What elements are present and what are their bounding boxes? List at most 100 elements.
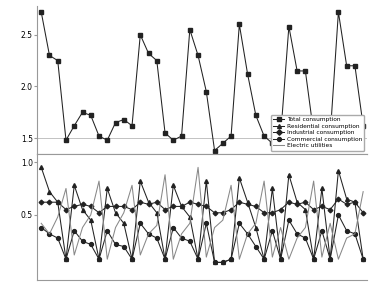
Industrial consumption <box>278 208 283 211</box>
Electric utilities <box>56 215 60 219</box>
Line: Residential consumption: Residential consumption <box>39 165 365 264</box>
Residential consumption <box>130 258 134 261</box>
Electric utilities <box>204 255 209 259</box>
Electric utilities <box>361 190 365 193</box>
Industrial consumption <box>113 205 118 208</box>
Total consumption <box>89 114 93 117</box>
Commercial consumption <box>287 218 291 222</box>
Commercial consumption <box>56 236 60 240</box>
Total consumption <box>72 124 76 128</box>
Total consumption <box>336 10 341 14</box>
Commercial consumption <box>245 232 250 236</box>
Commercial consumption <box>262 258 266 261</box>
Commercial consumption <box>105 229 109 232</box>
Electric utilities <box>155 224 159 227</box>
Commercial consumption <box>311 258 316 261</box>
Commercial consumption <box>47 232 52 236</box>
Electric utilities <box>163 173 167 176</box>
Residential consumption <box>155 211 159 215</box>
Residential consumption <box>212 261 217 264</box>
Industrial consumption <box>39 200 43 204</box>
Industrial consumption <box>64 208 68 211</box>
Electric utilities <box>89 213 93 217</box>
Industrial consumption <box>196 203 200 206</box>
Commercial consumption <box>97 258 101 261</box>
Total consumption <box>64 138 68 142</box>
Commercial consumption <box>221 261 225 264</box>
Residential consumption <box>278 258 283 261</box>
Industrial consumption <box>138 200 142 204</box>
Total consumption <box>287 25 291 28</box>
Electric utilities <box>270 255 275 259</box>
Total consumption <box>353 64 357 67</box>
Commercial consumption <box>254 245 258 248</box>
Residential consumption <box>229 258 233 261</box>
Industrial consumption <box>311 208 316 211</box>
Commercial consumption <box>122 245 126 248</box>
Electric utilities <box>237 258 242 261</box>
Electric utilities <box>122 211 126 215</box>
Electric utilities <box>212 226 217 229</box>
Total consumption <box>56 59 60 62</box>
Total consumption <box>113 121 118 124</box>
Commercial consumption <box>303 236 308 240</box>
Industrial consumption <box>204 205 209 208</box>
Electric utilities <box>80 226 85 229</box>
Commercial consumption <box>171 226 175 229</box>
Industrial consumption <box>105 205 109 208</box>
Residential consumption <box>146 200 151 204</box>
Line: Electric utilities: Electric utilities <box>41 167 363 259</box>
Industrial consumption <box>245 203 250 206</box>
Legend: Total consumption, Residential consumption, Industrial consumption, Commercial c: Total consumption, Residential consumpti… <box>271 115 364 151</box>
Commercial consumption <box>163 258 167 261</box>
Electric utilities <box>328 222 332 225</box>
Commercial consumption <box>353 232 357 236</box>
Residential consumption <box>163 258 167 261</box>
Industrial consumption <box>344 203 349 206</box>
Commercial consumption <box>212 261 217 264</box>
Electric utilities <box>229 184 233 187</box>
Electric utilities <box>171 258 175 261</box>
Total consumption <box>39 10 43 14</box>
Commercial consumption <box>89 243 93 246</box>
Electric utilities <box>245 232 250 236</box>
Electric utilities <box>47 232 52 236</box>
Total consumption <box>320 138 324 142</box>
Total consumption <box>196 54 200 57</box>
Industrial consumption <box>56 200 60 204</box>
Industrial consumption <box>163 208 167 211</box>
Total consumption <box>163 131 167 135</box>
Total consumption <box>254 114 258 117</box>
Commercial consumption <box>344 229 349 232</box>
Electric utilities <box>295 236 299 240</box>
Industrial consumption <box>188 200 192 204</box>
Industrial consumption <box>47 200 52 204</box>
Residential consumption <box>122 222 126 225</box>
Total consumption <box>138 33 142 36</box>
Total consumption <box>171 138 175 142</box>
Total consumption <box>245 72 250 76</box>
Electric utilities <box>221 218 225 222</box>
Residential consumption <box>336 169 341 172</box>
Residential consumption <box>188 215 192 219</box>
Commercial consumption <box>130 258 134 261</box>
Residential consumption <box>262 258 266 261</box>
Residential consumption <box>295 200 299 204</box>
Industrial consumption <box>155 200 159 204</box>
Residential consumption <box>138 179 142 183</box>
Commercial consumption <box>155 236 159 240</box>
Commercial consumption <box>361 258 365 261</box>
Industrial consumption <box>229 208 233 211</box>
Total consumption <box>295 69 299 73</box>
Industrial consumption <box>221 211 225 215</box>
Total consumption <box>105 138 109 142</box>
Total consumption <box>262 134 266 138</box>
Commercial consumption <box>229 258 233 261</box>
Industrial consumption <box>171 205 175 208</box>
Commercial consumption <box>270 229 275 232</box>
Commercial consumption <box>336 213 341 217</box>
Residential consumption <box>113 211 118 215</box>
Residential consumption <box>80 208 85 211</box>
Electric utilities <box>320 255 324 259</box>
Residential consumption <box>320 187 324 190</box>
